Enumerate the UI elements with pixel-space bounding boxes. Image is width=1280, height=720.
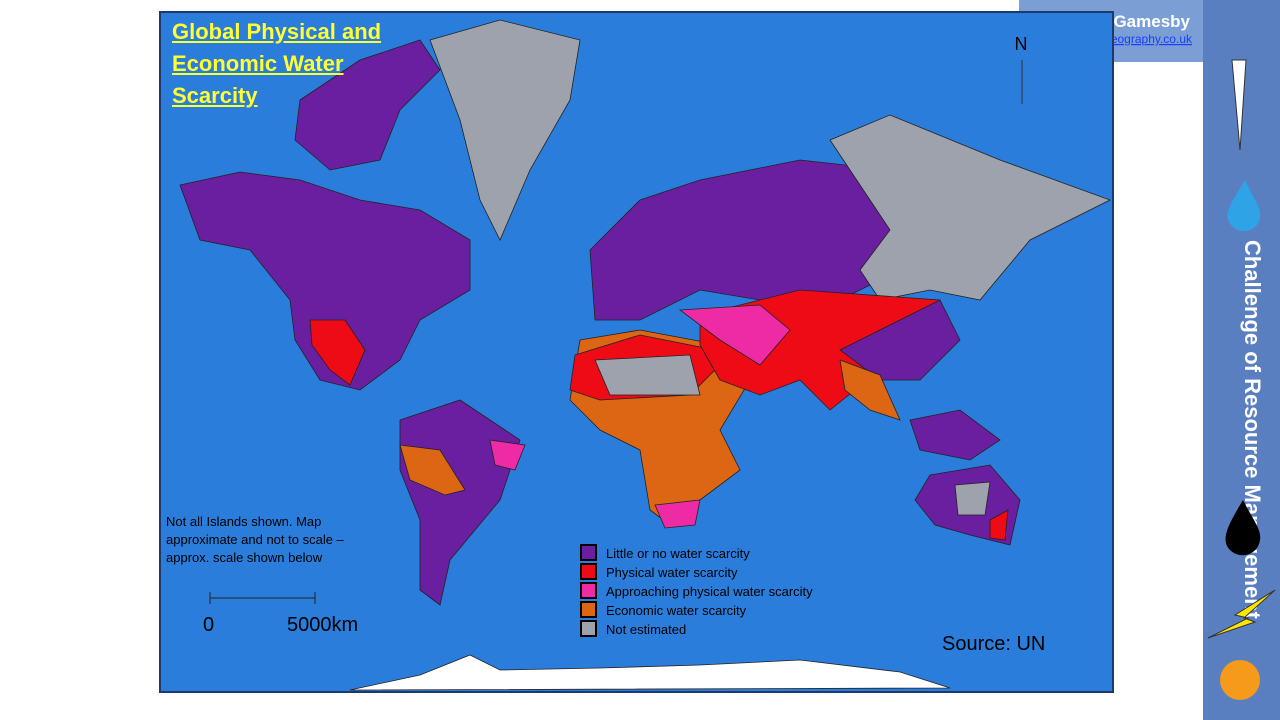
legend-label: Approaching physical water scarcity [606,584,813,599]
south-africa [654,499,701,529]
land [179,19,1112,691]
scale-end: 5000km [287,614,358,636]
map-note: Not all Islands shown. Map approximate a… [166,514,344,565]
legend-swatch [580,620,597,637]
legend-label: Not estimated [606,622,686,637]
central-australia [954,481,991,516]
oil-icon [1225,500,1261,556]
ne-brazil [489,439,526,471]
mexico [309,319,366,386]
wheat-icon [1231,59,1247,151]
legend-label: Economic water scarcity [606,603,747,618]
indonesia [909,409,1001,461]
greenland [429,19,581,241]
sahara [594,354,701,396]
south-asia [839,359,901,421]
andes [399,444,466,496]
map-title: Global Physical and Economic Water Scarc… [172,19,382,108]
energy-icon [1207,589,1276,639]
legend-label: Physical water scarcity [606,565,738,580]
arctic-islands [294,39,441,171]
se-australia [989,509,1009,541]
legend-swatch [580,601,597,618]
header-name: Gamesby [1113,12,1190,31]
scale-start: 0 [203,614,214,636]
legend-swatch [580,544,597,561]
sidebar-title: Challenge of Resource Management [1240,240,1265,620]
header-url[interactable]: eography.co.uk [1111,32,1193,46]
north-america [179,171,471,391]
water-icon [1227,180,1261,232]
legend-label: Little or no water scarcity [606,546,750,561]
legend-swatch [580,582,597,599]
antarctica [349,654,951,691]
north-asia [829,114,1112,301]
food-icon [1220,660,1260,700]
near-east [678,304,791,366]
north-label: N [1015,34,1028,54]
source: Source: UN [942,633,1045,655]
legend-swatch [580,563,597,580]
legend: Little or no water scarcity Physical wate… [580,544,813,637]
